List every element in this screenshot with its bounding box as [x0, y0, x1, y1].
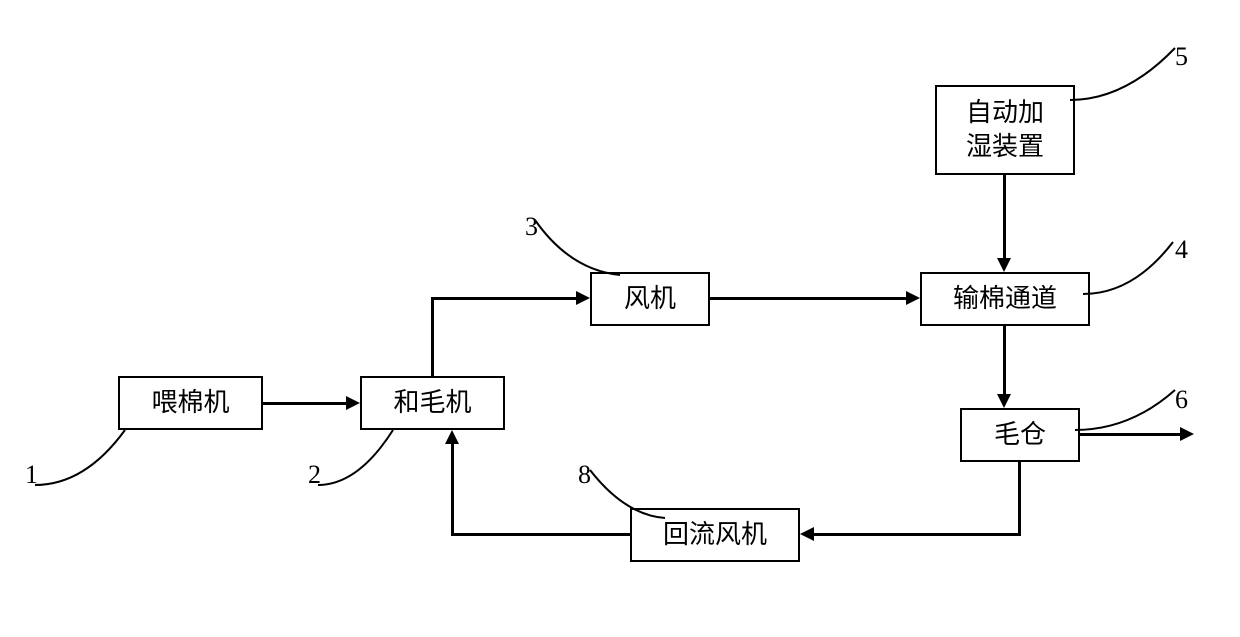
edge-6-8-h — [814, 533, 1021, 536]
arrow-head-icon — [906, 291, 920, 305]
leader-1 — [35, 430, 130, 500]
node-label: 毛仓 — [994, 418, 1046, 452]
edge-4-6 — [1003, 326, 1006, 394]
node-feeder: 喂棉机 — [118, 376, 263, 430]
edge-5-4 — [1003, 175, 1006, 258]
edge-8-2-v — [451, 444, 454, 536]
leader-6 — [1075, 390, 1180, 445]
node-label: 风机 — [624, 282, 676, 316]
node-label: 输棉通道 — [953, 282, 1057, 316]
arrow-head-icon — [445, 430, 459, 444]
arrow-head-icon — [800, 527, 814, 541]
node-wool-mixer: 和毛机 — [360, 376, 505, 430]
edge-6-8-v — [1018, 462, 1021, 535]
node-label: 自动加 湿装置 — [966, 96, 1044, 164]
node-channel: 输棉通道 — [920, 272, 1090, 326]
node-label: 回流风机 — [663, 518, 767, 552]
node-wool-bin: 毛仓 — [960, 408, 1080, 462]
node-humidifier: 自动加 湿装置 — [935, 85, 1075, 175]
arrow-head-icon — [997, 258, 1011, 272]
edge-2-3-v — [431, 299, 434, 376]
edge-2-3-h — [431, 297, 576, 300]
edge-3-4 — [710, 297, 906, 300]
leader-5 — [1070, 48, 1180, 113]
node-label: 喂棉机 — [151, 386, 229, 420]
arrow-head-icon — [346, 396, 360, 410]
leader-8 — [590, 470, 670, 530]
arrow-head-icon — [576, 291, 590, 305]
leader-3 — [535, 220, 625, 285]
leader-4 — [1083, 242, 1178, 307]
node-label: 和毛机 — [393, 386, 471, 420]
arrow-head-icon — [1180, 427, 1194, 441]
arrow-head-icon — [997, 394, 1011, 408]
edge-8-2-h — [451, 533, 630, 536]
leader-2 — [318, 430, 398, 500]
edge-1-2 — [263, 402, 346, 405]
